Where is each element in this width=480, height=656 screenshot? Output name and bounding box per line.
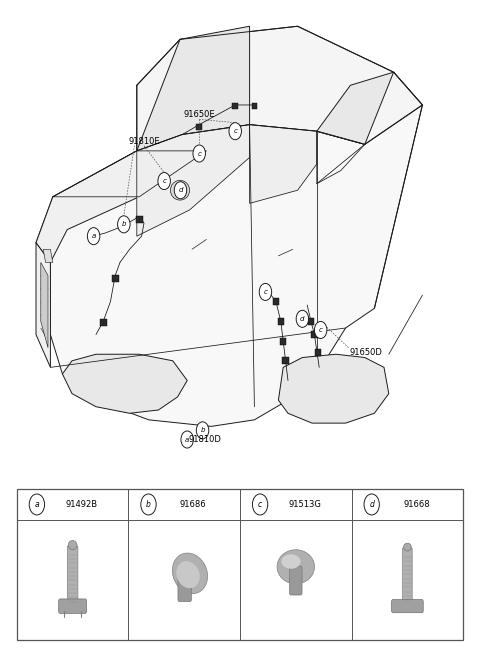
Text: b: b — [200, 427, 205, 434]
Text: 91492B: 91492B — [65, 500, 97, 509]
Circle shape — [29, 494, 45, 515]
Bar — [308, 318, 314, 325]
Circle shape — [181, 431, 193, 448]
Circle shape — [158, 173, 170, 190]
Text: d: d — [178, 187, 183, 194]
Bar — [112, 275, 119, 283]
Circle shape — [364, 494, 379, 515]
Ellipse shape — [277, 550, 314, 584]
Bar — [119, 222, 126, 230]
Text: 91650D: 91650D — [349, 348, 382, 358]
Text: 91513G: 91513G — [288, 500, 321, 509]
Text: b: b — [121, 221, 126, 228]
Ellipse shape — [298, 365, 370, 415]
Polygon shape — [137, 26, 250, 151]
Circle shape — [193, 145, 205, 162]
FancyBboxPatch shape — [403, 548, 412, 606]
Circle shape — [141, 494, 156, 515]
Text: a: a — [92, 233, 96, 239]
Bar — [312, 331, 318, 338]
Bar — [273, 298, 279, 305]
Circle shape — [296, 310, 309, 327]
Bar — [17, 489, 463, 640]
Text: b: b — [146, 500, 151, 509]
Ellipse shape — [176, 561, 200, 588]
Text: c: c — [233, 128, 237, 134]
Bar — [252, 103, 257, 110]
Bar — [277, 318, 284, 325]
Bar — [280, 338, 286, 344]
Text: c: c — [162, 178, 166, 184]
Ellipse shape — [281, 554, 300, 569]
Polygon shape — [137, 125, 250, 236]
Circle shape — [196, 422, 209, 439]
Text: 91668: 91668 — [403, 500, 430, 509]
Text: c: c — [197, 150, 201, 157]
Text: a: a — [185, 436, 189, 443]
Text: d: d — [300, 316, 305, 322]
Bar — [315, 349, 321, 356]
Text: 91650E: 91650E — [183, 110, 215, 119]
Ellipse shape — [98, 367, 146, 400]
Polygon shape — [250, 125, 317, 203]
Circle shape — [252, 494, 268, 515]
Ellipse shape — [311, 374, 356, 407]
Polygon shape — [278, 354, 389, 423]
Polygon shape — [43, 249, 53, 262]
Text: c: c — [258, 500, 262, 509]
Circle shape — [259, 283, 272, 300]
Text: c: c — [319, 327, 323, 333]
Polygon shape — [317, 72, 394, 144]
FancyBboxPatch shape — [289, 566, 302, 595]
Text: a: a — [35, 500, 39, 509]
Polygon shape — [62, 354, 187, 413]
FancyBboxPatch shape — [59, 599, 86, 613]
Text: 91686: 91686 — [180, 500, 206, 509]
Polygon shape — [36, 134, 206, 262]
Ellipse shape — [170, 180, 190, 200]
Bar — [196, 124, 202, 131]
Ellipse shape — [404, 543, 411, 551]
Bar — [136, 216, 143, 224]
Polygon shape — [137, 26, 422, 151]
Polygon shape — [36, 243, 50, 367]
Bar — [282, 358, 289, 364]
FancyBboxPatch shape — [392, 600, 423, 613]
Circle shape — [87, 228, 100, 245]
Bar — [100, 319, 107, 327]
Text: 91810E: 91810E — [128, 136, 160, 146]
Ellipse shape — [68, 541, 77, 550]
FancyBboxPatch shape — [67, 546, 78, 607]
Circle shape — [174, 182, 187, 199]
Circle shape — [229, 123, 241, 140]
Text: 91810D: 91810D — [188, 435, 221, 444]
Bar — [232, 103, 238, 110]
Ellipse shape — [85, 359, 159, 408]
Circle shape — [118, 216, 130, 233]
Text: d: d — [369, 500, 374, 509]
Polygon shape — [36, 72, 422, 426]
Polygon shape — [41, 262, 48, 348]
Ellipse shape — [172, 553, 207, 594]
Text: c: c — [264, 289, 267, 295]
Circle shape — [314, 321, 327, 338]
FancyBboxPatch shape — [178, 568, 192, 602]
